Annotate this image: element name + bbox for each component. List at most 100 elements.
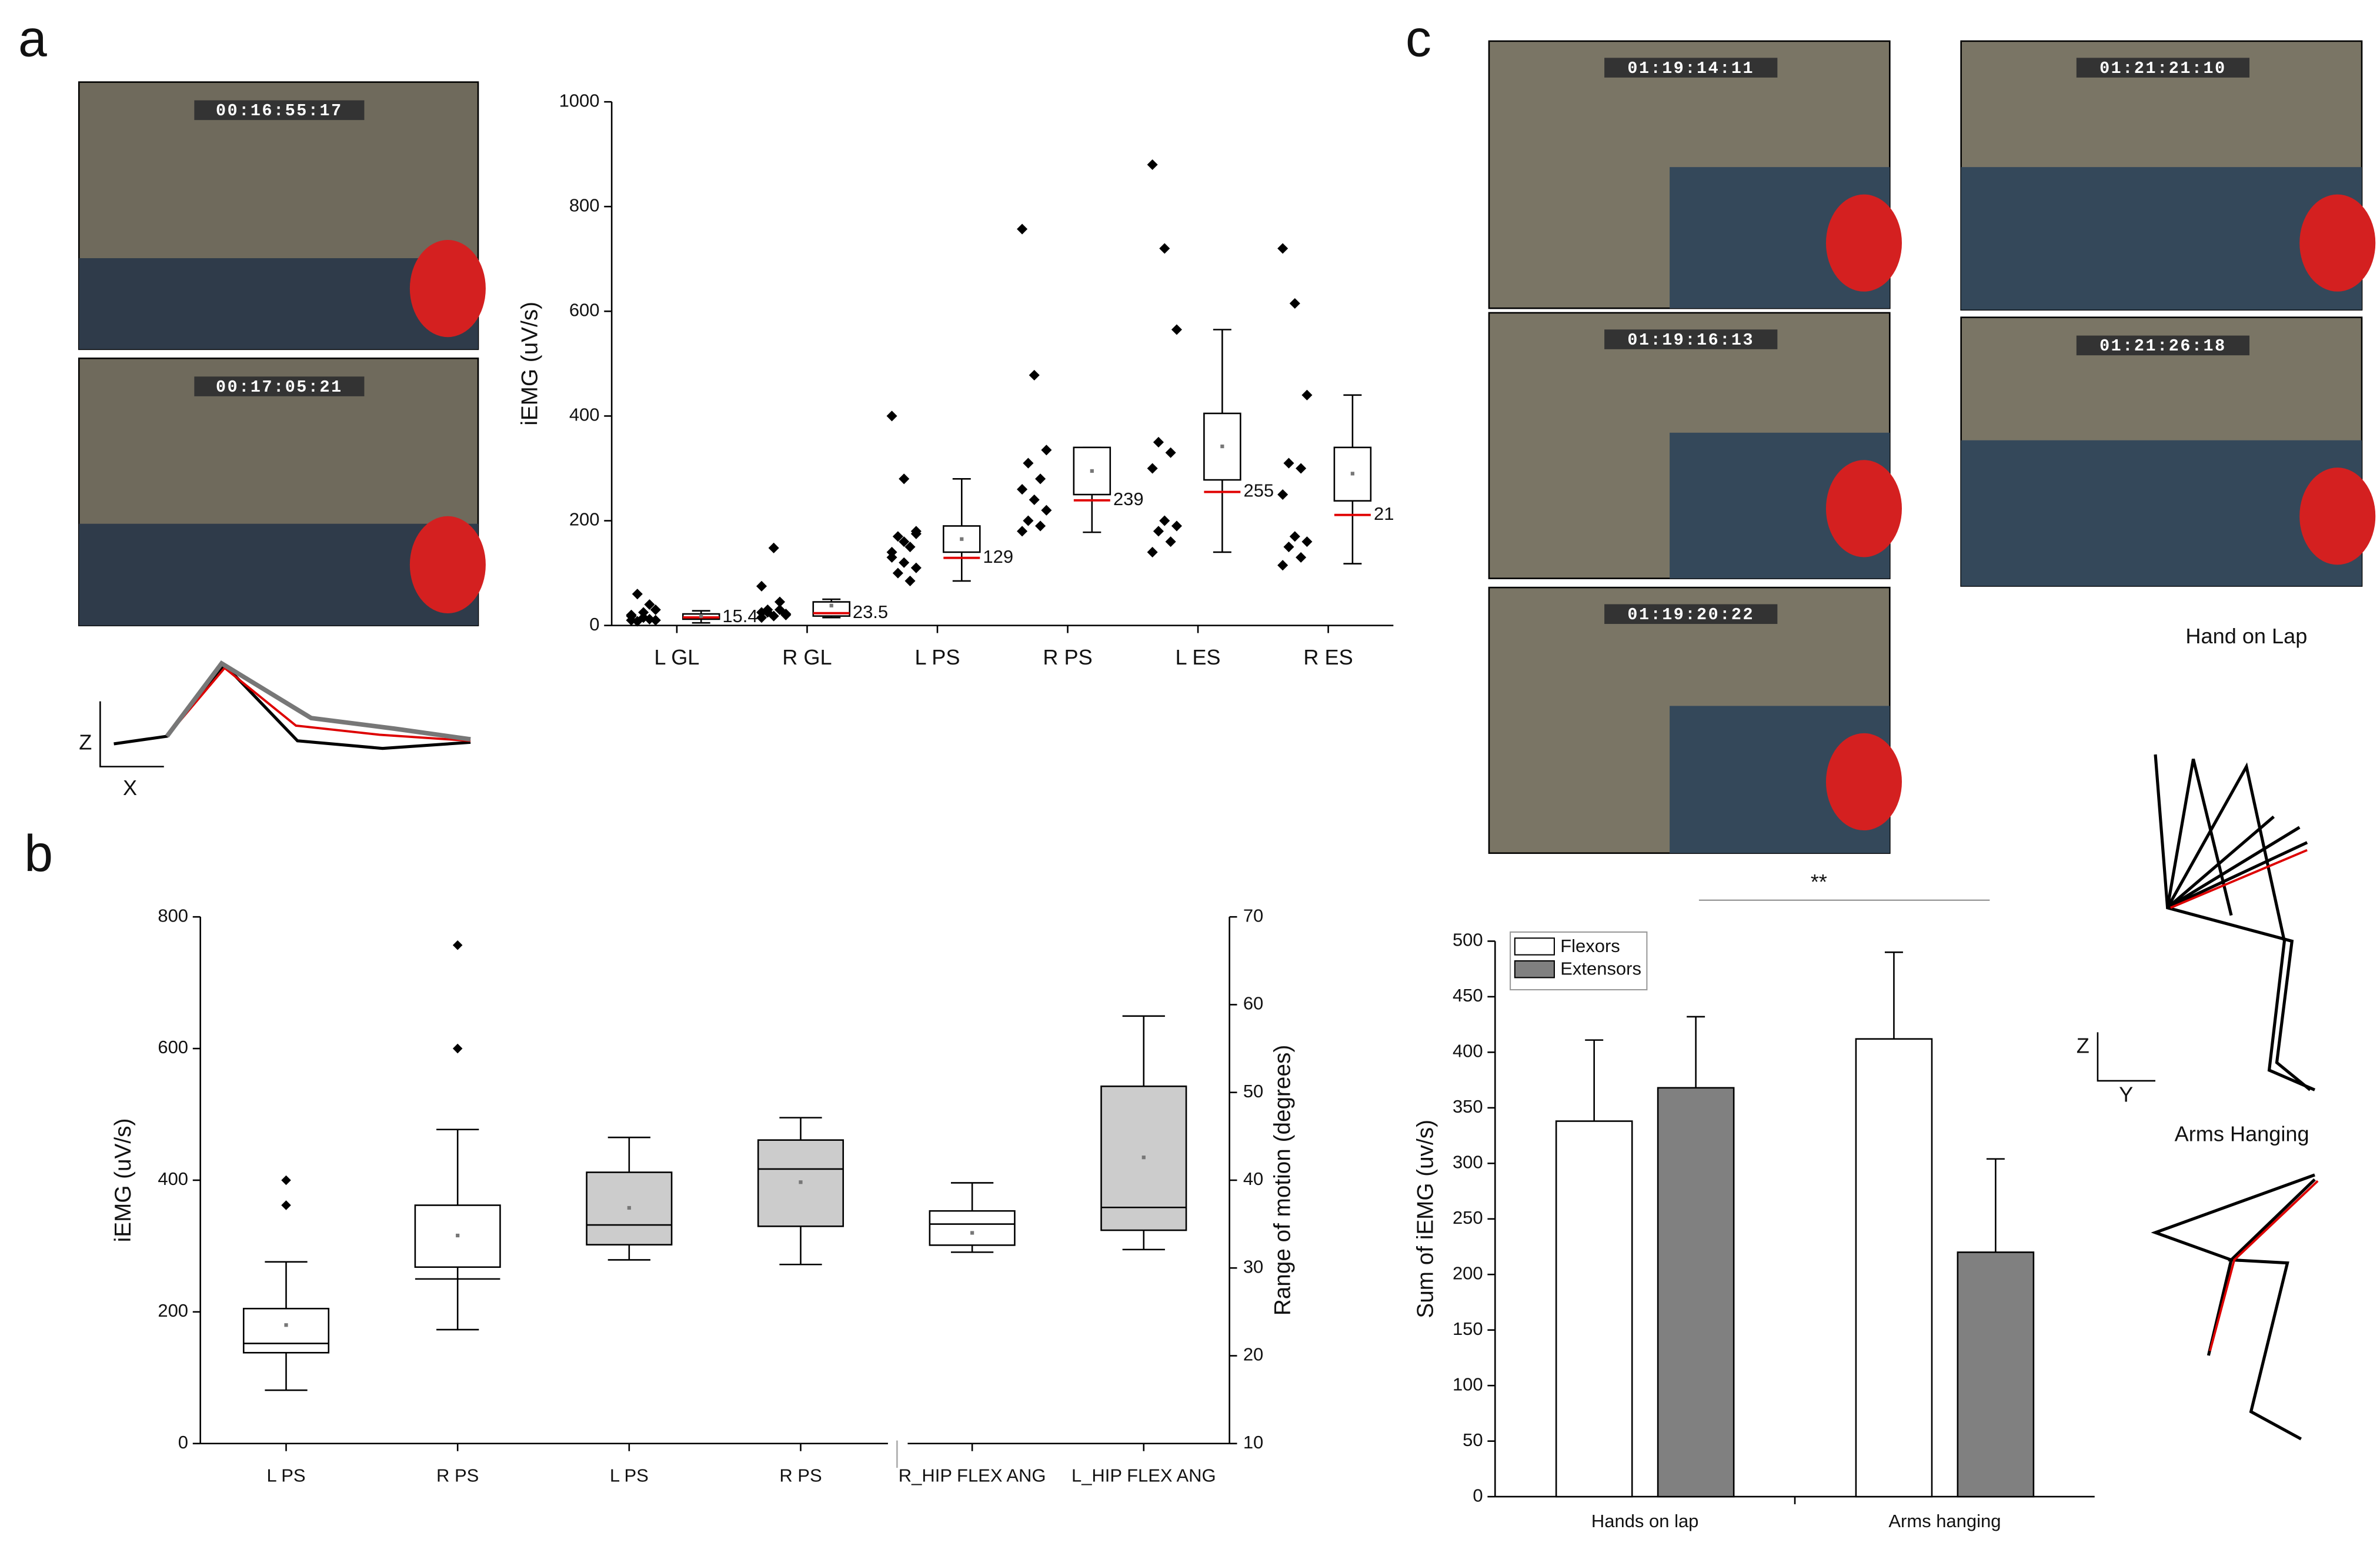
outlier — [452, 1043, 463, 1054]
red-blob — [2299, 194, 2376, 292]
red-blob — [409, 516, 486, 613]
box — [929, 1210, 1016, 1246]
sketch-line — [2209, 1180, 2319, 1351]
sketch-line — [2166, 815, 2275, 909]
y-tick-label: 400 — [1453, 1041, 1483, 1061]
y-tick-label: 350 — [1453, 1096, 1483, 1117]
data-point — [780, 608, 792, 620]
y-tick-label: 200 — [1453, 1263, 1483, 1283]
timestamp: 01:19:16:13 — [1627, 330, 1754, 350]
y-tick-label: 0 — [1473, 1485, 1483, 1505]
x-tick-label: Arms hanging — [1888, 1511, 2001, 1531]
y2-tick-label: 30 — [1243, 1256, 1263, 1277]
data-point — [774, 596, 786, 607]
x-tick-label: L PS — [914, 645, 960, 669]
sketch-line — [2151, 1173, 2315, 1356]
axis-letter: X — [123, 776, 137, 800]
timestamp: 01:21:26:18 — [2099, 336, 2227, 356]
sketch-line — [166, 666, 471, 742]
data-point — [904, 575, 916, 586]
stick-sketch: Z Y — [2077, 754, 2316, 1106]
legend-label: Flexors — [1560, 936, 1620, 956]
data-point — [756, 580, 767, 592]
y2-tick-label: 50 — [1243, 1081, 1263, 1101]
stick-sketch — [2151, 1173, 2319, 1441]
data-point — [1147, 159, 1158, 171]
bar — [1657, 1087, 1735, 1498]
data-point — [910, 528, 922, 539]
data-point — [886, 410, 897, 422]
y-tick-label: 0 — [589, 614, 599, 635]
mean-marker — [1090, 469, 1094, 473]
y-tick-label: 250 — [1453, 1207, 1483, 1228]
sketch-line — [2166, 762, 2316, 1091]
timestamp: 00:16:55:17 — [216, 101, 343, 121]
axis-letter: Y — [2119, 1082, 2133, 1106]
sketch-axes — [2097, 1032, 2156, 1082]
data-point — [899, 536, 910, 547]
mean-marker — [1220, 444, 1224, 449]
data-point — [1153, 436, 1164, 448]
y2-tick-label: 10 — [1243, 1432, 1263, 1453]
y-tick-label: 300 — [1453, 1152, 1483, 1173]
x-tick-label: R PS — [436, 1465, 479, 1486]
data-point — [644, 599, 655, 610]
y2-tick-label: 70 — [1243, 905, 1263, 926]
sketch-line — [165, 660, 471, 742]
photo: 00:16:55:17 — [78, 81, 486, 350]
x-tick-label: R ES — [1303, 645, 1353, 669]
y-axis-label: iEMG (uV/s) — [518, 302, 543, 426]
y-tick-label: 600 — [158, 1037, 188, 1057]
data-point — [1017, 223, 1028, 235]
mean-marker — [799, 1180, 803, 1184]
y-tick-label: 450 — [1453, 985, 1483, 1006]
x-tick-label: L GL — [654, 645, 699, 669]
x-tick-label: L_HIP FLEX ANG — [1071, 1465, 1216, 1486]
x-tick-label: R PS — [779, 1465, 822, 1486]
y-axis-label: iEMG (uV/s) — [111, 1118, 136, 1243]
data-point — [899, 557, 910, 568]
y-tick-label: 800 — [158, 905, 188, 926]
data-point — [1029, 494, 1040, 505]
mean-marker — [970, 1231, 974, 1235]
data-point — [892, 567, 903, 579]
data-point — [1277, 243, 1289, 254]
mean-marker — [627, 1206, 631, 1210]
y-tick-label: 0 — [178, 1432, 188, 1453]
legend-label: Extensors — [1560, 959, 1641, 979]
x-tick-label: L ES — [1176, 645, 1221, 669]
median-label: 255 — [1243, 480, 1274, 501]
data-point — [1035, 520, 1046, 532]
red-blob — [1825, 460, 1902, 557]
x-tick-label: R_HIP FLEX ANG — [899, 1465, 1046, 1486]
y-axis-label: Sum of iEMG (uv/s) — [1413, 1120, 1438, 1318]
photo: 01:19:14:11 — [1488, 40, 1902, 309]
mean-marker — [1141, 1156, 1146, 1160]
y-tick-label: 400 — [158, 1168, 188, 1189]
sketch-axes — [99, 701, 164, 767]
data-point — [1023, 458, 1034, 469]
y-tick-label: 200 — [569, 509, 600, 530]
sketch-line — [2154, 754, 2311, 1091]
timestamp-bg — [1604, 329, 1778, 349]
median-label: 239 — [1113, 489, 1144, 509]
timestamp: 01:21:21:10 — [2099, 59, 2227, 78]
photo: 01:21:26:18 — [1960, 316, 2376, 587]
y-tick-label: 500 — [1453, 930, 1483, 950]
photo: 00:17:05:21 — [78, 358, 486, 626]
mean-marker — [1350, 472, 1354, 476]
caption: Hand on Lap — [2185, 624, 2307, 648]
y-tick-label: 150 — [1453, 1318, 1483, 1339]
y-tick-label: 50 — [1463, 1430, 1483, 1450]
red-blob — [1825, 733, 1902, 831]
axis-letter: Z — [2077, 1034, 2089, 1058]
legend-swatch — [1514, 937, 1555, 956]
box — [242, 1307, 330, 1354]
outlier — [281, 1175, 291, 1186]
data-point — [1289, 298, 1300, 309]
y-tick-label: 400 — [569, 405, 600, 425]
data-point — [1165, 536, 1176, 547]
sketch-line — [114, 662, 471, 750]
data-point — [1277, 560, 1289, 571]
